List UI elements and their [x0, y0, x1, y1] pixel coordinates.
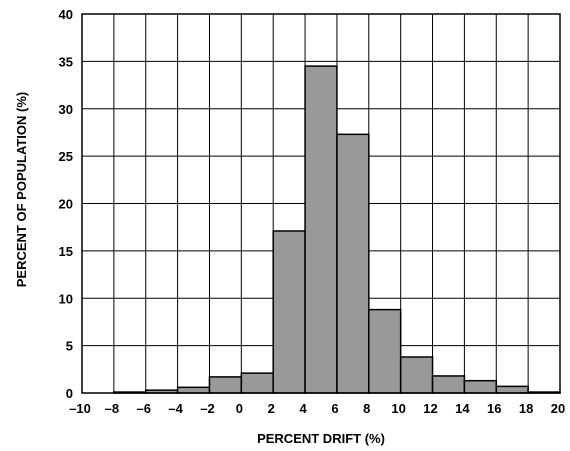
x-tick-label: 8	[363, 401, 370, 416]
histogram-bar	[399, 356, 434, 394]
x-tick-label: 4	[299, 401, 307, 416]
x-tick-label: 16	[487, 401, 501, 416]
histogram-bar	[272, 230, 306, 394]
histogram-bar	[240, 372, 274, 394]
x-tick-label: –4	[168, 401, 183, 416]
plot-frame	[81, 13, 561, 394]
x-tick-label: 12	[423, 401, 437, 416]
x-tick-label: –6	[136, 401, 150, 416]
histogram-bar	[304, 65, 338, 394]
x-tick-label: 6	[331, 401, 338, 416]
x-tick-label: –8	[105, 401, 119, 416]
y-tick-label: 40	[59, 7, 73, 22]
histogram-bar	[336, 133, 370, 394]
x-tick-label: 2	[268, 401, 275, 416]
x-tick-label: 18	[519, 401, 533, 416]
x-tick-labels: –10 –8 –6 –4 –2 0 2 4 6 8 10 12 14 16 18 20	[69, 401, 565, 416]
bars	[113, 65, 561, 394]
histogram-bar	[495, 385, 529, 394]
y-tick-label: 30	[59, 102, 73, 117]
y-axis-title: PERCENT OF POPULATION (%)	[14, 92, 29, 287]
x-tick-label: –10	[69, 401, 91, 416]
x-tick-label: –2	[200, 401, 214, 416]
x-tick-label: 20	[551, 401, 565, 416]
y-tick-label: 15	[59, 244, 73, 259]
x-tick-label: 10	[391, 401, 405, 416]
histogram-bar	[463, 379, 498, 394]
y-tick-labels: 0 5 10 15 20 25 30 35 40	[59, 7, 73, 401]
y-tick-label: 5	[66, 339, 73, 354]
y-tick-label: 10	[59, 291, 73, 306]
histogram-bar	[368, 308, 402, 394]
y-tick-label: 0	[66, 386, 73, 401]
y-tick-label: 20	[59, 197, 73, 212]
histogram-bar	[176, 386, 211, 394]
y-tick-label: 25	[59, 149, 73, 164]
x-tick-label: 14	[455, 401, 470, 416]
histogram-bar	[431, 375, 466, 394]
histogram-bar	[208, 376, 243, 394]
x-tick-label: 0	[236, 401, 243, 416]
x-axis-title: PERCENT DRIFT (%)	[257, 431, 385, 446]
y-tick-label: 35	[59, 54, 73, 69]
